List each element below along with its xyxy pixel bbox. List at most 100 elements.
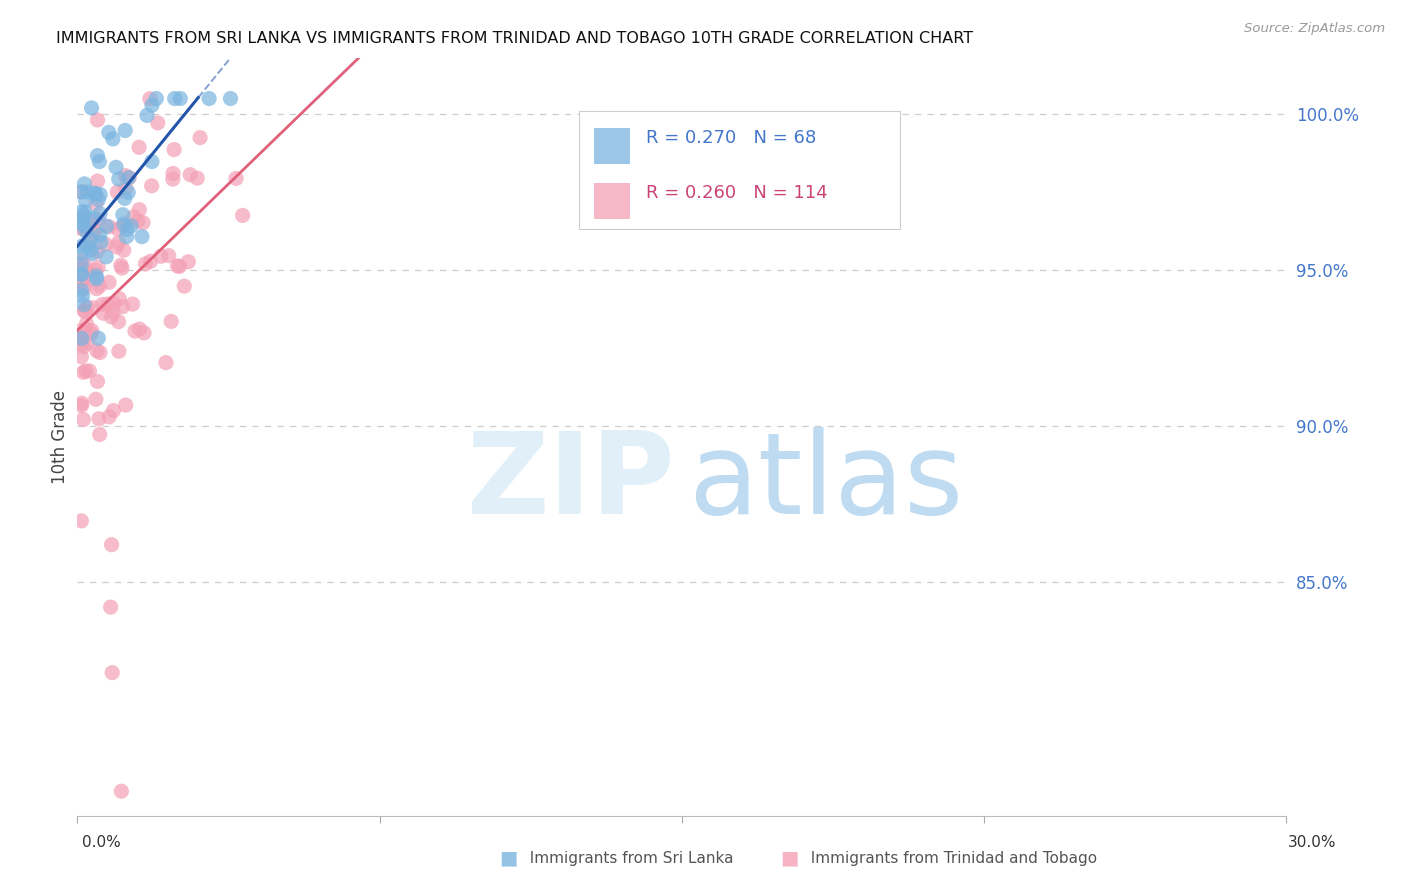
Point bbox=[173, 279, 195, 293]
Point bbox=[98, 219, 121, 234]
Point bbox=[139, 254, 162, 268]
Point bbox=[101, 132, 124, 146]
Point bbox=[79, 272, 101, 286]
Point bbox=[70, 350, 93, 364]
Point bbox=[115, 229, 138, 244]
Point bbox=[97, 125, 120, 139]
Point bbox=[70, 283, 93, 297]
Point bbox=[105, 240, 128, 254]
Point bbox=[84, 186, 107, 201]
Point bbox=[110, 784, 132, 798]
Text: Source: ZipAtlas.com: Source: ZipAtlas.com bbox=[1244, 22, 1385, 36]
Point bbox=[86, 343, 108, 358]
Point bbox=[98, 276, 121, 290]
Point bbox=[84, 226, 107, 240]
Point bbox=[72, 412, 94, 426]
Point bbox=[70, 268, 93, 282]
Point bbox=[198, 91, 221, 105]
Point bbox=[103, 403, 125, 417]
Point bbox=[141, 178, 163, 193]
Point bbox=[97, 297, 120, 311]
Point bbox=[70, 261, 93, 276]
Point bbox=[128, 202, 150, 217]
Point bbox=[87, 331, 110, 345]
Point bbox=[136, 108, 159, 122]
Point bbox=[75, 194, 97, 208]
Point bbox=[114, 191, 136, 205]
Point bbox=[111, 219, 134, 233]
Point bbox=[73, 177, 96, 191]
Point bbox=[84, 196, 107, 211]
Point bbox=[86, 272, 108, 286]
Point bbox=[80, 244, 103, 258]
Point bbox=[86, 174, 108, 188]
Point bbox=[70, 327, 93, 342]
Point bbox=[86, 244, 108, 259]
Point bbox=[80, 101, 103, 115]
Point bbox=[232, 208, 254, 222]
Point bbox=[100, 600, 122, 615]
Point bbox=[70, 185, 93, 199]
Point bbox=[84, 392, 107, 407]
Point bbox=[89, 187, 111, 202]
Point bbox=[84, 263, 107, 277]
Point bbox=[117, 186, 139, 200]
Point bbox=[98, 409, 121, 424]
Point bbox=[114, 181, 136, 195]
Point bbox=[124, 324, 146, 338]
Point bbox=[70, 253, 93, 268]
Point bbox=[70, 212, 93, 227]
Point bbox=[169, 260, 191, 274]
Point bbox=[107, 222, 129, 236]
Point bbox=[111, 261, 134, 276]
Text: ZIP: ZIP bbox=[467, 427, 676, 538]
Point bbox=[86, 112, 108, 127]
Point bbox=[70, 257, 93, 271]
Point bbox=[114, 169, 136, 183]
FancyBboxPatch shape bbox=[579, 111, 900, 228]
Point bbox=[149, 249, 172, 263]
Point bbox=[141, 98, 163, 112]
Point bbox=[72, 213, 94, 227]
Text: Immigrants from Sri Lanka: Immigrants from Sri Lanka bbox=[520, 851, 734, 865]
Point bbox=[89, 207, 111, 221]
Point bbox=[186, 171, 208, 186]
Point bbox=[112, 243, 135, 257]
Bar bbox=[593, 183, 630, 219]
Point bbox=[145, 91, 167, 105]
Point bbox=[76, 265, 98, 279]
Point bbox=[83, 223, 105, 237]
Point bbox=[114, 123, 136, 137]
Point bbox=[108, 292, 131, 306]
Point bbox=[76, 335, 98, 350]
Point bbox=[73, 281, 96, 295]
Point bbox=[73, 205, 96, 219]
Point bbox=[86, 375, 108, 389]
Point bbox=[89, 278, 111, 293]
Point bbox=[166, 259, 188, 273]
Point bbox=[100, 538, 122, 552]
Text: Immigrants from Trinidad and Tobago: Immigrants from Trinidad and Tobago bbox=[801, 851, 1098, 865]
Point bbox=[80, 232, 103, 246]
Point bbox=[121, 297, 143, 311]
Point bbox=[87, 411, 110, 425]
Point bbox=[75, 322, 97, 336]
Point bbox=[76, 185, 98, 199]
Point bbox=[89, 227, 111, 242]
Point bbox=[89, 345, 111, 359]
Point bbox=[79, 233, 101, 247]
Point bbox=[72, 271, 94, 285]
Point bbox=[70, 514, 93, 528]
Point bbox=[115, 222, 138, 236]
Point bbox=[72, 288, 94, 302]
Point bbox=[86, 148, 108, 162]
Point bbox=[82, 211, 104, 226]
Point bbox=[117, 170, 139, 185]
Point bbox=[107, 315, 129, 329]
Point bbox=[177, 254, 200, 268]
Point bbox=[122, 210, 145, 224]
Point bbox=[127, 214, 149, 228]
Point bbox=[87, 193, 110, 207]
Point bbox=[141, 154, 163, 169]
Point bbox=[70, 217, 93, 231]
